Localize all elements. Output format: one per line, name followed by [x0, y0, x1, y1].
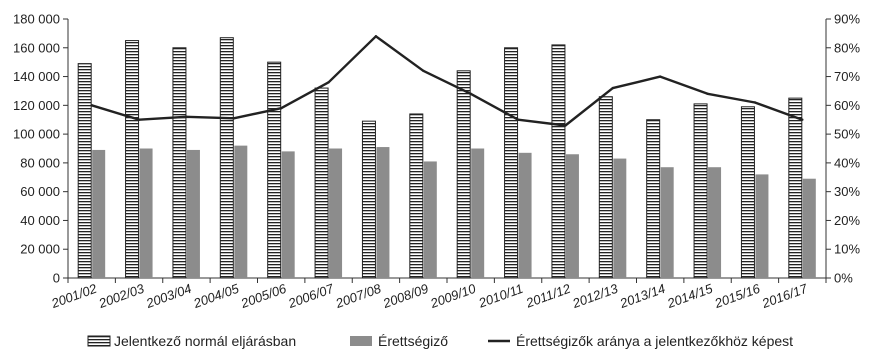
ratio-point — [801, 118, 804, 121]
ratio-point — [185, 115, 188, 119]
x-axis-tick-label: 2014/15 — [664, 280, 715, 311]
bar-erettsegizo — [802, 178, 816, 278]
right-axis-tick-label: 0% — [834, 271, 853, 286]
x-axis-tick-label: 2013/14 — [617, 281, 667, 312]
x-axis-tick-label: 2010/11 — [476, 281, 525, 311]
ratio-point — [753, 101, 757, 104]
bar-erettsegizo — [92, 149, 106, 278]
bar-erettsegizo — [139, 148, 153, 278]
x-axis-tick-label: 2002/03 — [96, 280, 147, 311]
x-axis-tick-label: 2012/13 — [570, 280, 621, 311]
ratio-point — [374, 35, 378, 38]
x-axis-tick-label: 2006/07 — [285, 280, 336, 311]
bar-jelentkezo — [172, 47, 187, 279]
left-axis-tick-label: 80 000 — [20, 155, 60, 170]
x-axis-tick-label: 2005/06 — [238, 280, 289, 311]
bar-jelentkezo — [740, 106, 755, 279]
ratio-point — [327, 81, 330, 84]
left-axis-tick-label: 120 000 — [13, 98, 60, 113]
legend: Jelentkező normál eljárásban Érettségiző É… — [87, 333, 793, 349]
bar-erettsegizo — [755, 174, 769, 278]
legend-label-jelentkezo: Jelentkező normál eljárásban — [114, 333, 296, 349]
bar-jelentkezo — [219, 37, 234, 279]
bar-jelentkezo — [314, 87, 329, 279]
ratio-point — [90, 104, 93, 107]
bar-erettsegizo — [423, 161, 437, 278]
right-axis-tick-label: 40% — [834, 155, 860, 170]
bar-jelentkezo — [125, 40, 140, 279]
left-axis-tick-label: 20 000 — [20, 242, 60, 257]
x-axis-tick-label: 2003/04 — [143, 281, 193, 312]
ratio-point — [137, 118, 141, 121]
left-axis-tick-label: 180 000 — [13, 12, 60, 27]
x-axis-tick-label: 2009/10 — [427, 280, 478, 311]
ratio-point — [469, 92, 472, 96]
left-axis-tick-label: 140 000 — [13, 69, 60, 84]
left-axis: 0 20 000 40 000 60 000 80 000 100 000 120 000 1… — [13, 12, 826, 286]
bar-jelentkezo — [267, 61, 282, 279]
bar-erettsegizo — [613, 158, 627, 278]
ratio-point — [706, 92, 709, 96]
legend-key-striped — [87, 335, 111, 347]
bar-erettsegizo — [376, 147, 390, 278]
bar-erettsegizo — [518, 152, 532, 278]
bar-jelentkezo — [551, 44, 566, 279]
right-axis-tick-label: 90% — [834, 12, 860, 27]
ratio-line — [91, 35, 803, 127]
bar-jelentkezo — [693, 103, 708, 279]
left-axis-tick-label: 100 000 — [13, 127, 60, 142]
bar-jelentkezo — [646, 119, 661, 279]
bar-erettsegizo — [186, 149, 200, 278]
bar-jelentkezo — [598, 96, 613, 279]
right-axis: 0% 10% 20% 30% 40% 50% 60% 70% 80% 90% — [825, 12, 860, 286]
right-axis-tick-label: 30% — [834, 184, 860, 199]
bar-jelentkezo — [77, 63, 92, 279]
bar-jelentkezo — [456, 70, 471, 279]
bar-erettsegizo — [281, 151, 295, 278]
ratio-point — [611, 86, 615, 90]
x-axis-tick-label: 2007/08 — [333, 280, 384, 311]
legend-label-erettsegizo: Érettségiző — [378, 333, 448, 349]
left-axis-tick-label: 160 000 — [13, 40, 60, 55]
ratio-point — [232, 117, 236, 120]
x-axis-labels: 2001/022002/032003/042004/052005/062006/… — [48, 278, 827, 312]
x-axis-tick-label: 2016/17 — [759, 280, 810, 311]
bars — [77, 37, 816, 279]
left-axis-tick-label: 0 — [53, 271, 60, 286]
ratio-point — [279, 107, 283, 110]
x-axis-tick-label: 2015/16 — [712, 280, 763, 311]
bar-jelentkezo — [788, 97, 803, 279]
bar-jelentkezo — [361, 120, 376, 279]
ratio-point — [516, 118, 520, 121]
x-axis-tick-label: 2011/12 — [523, 280, 573, 310]
right-axis-tick-label: 60% — [834, 98, 860, 113]
right-axis-tick-label: 50% — [834, 127, 860, 142]
ratio-point — [564, 124, 567, 127]
bar-erettsegizo — [234, 145, 248, 278]
legend-key-gray — [350, 336, 372, 346]
bar-jelentkezo — [409, 113, 424, 279]
bar-erettsegizo — [329, 148, 343, 278]
left-axis-tick-label: 60 000 — [20, 184, 60, 199]
left-axis-tick-label: 40 000 — [20, 213, 60, 228]
ratio-point — [658, 75, 662, 78]
right-axis-tick-label: 10% — [834, 242, 860, 257]
ratio-point — [422, 69, 425, 73]
bar-jelentkezo — [504, 47, 519, 279]
right-axis-tick-label: 80% — [834, 40, 860, 55]
bar-erettsegizo — [565, 154, 579, 278]
bar-erettsegizo — [660, 167, 674, 278]
x-axis-tick-label: 2004/05 — [191, 280, 242, 311]
right-axis-tick-label: 20% — [834, 213, 860, 228]
right-axis-tick-label: 70% — [834, 69, 860, 84]
legend-label-arany: Érettségizők aránya a jelentkezőkhöz kép… — [516, 333, 793, 349]
bar-erettsegizo — [708, 167, 722, 278]
x-axis-tick-label: 2008/09 — [380, 281, 430, 312]
ratio-line-layer — [90, 35, 804, 127]
bar-erettsegizo — [471, 148, 485, 278]
